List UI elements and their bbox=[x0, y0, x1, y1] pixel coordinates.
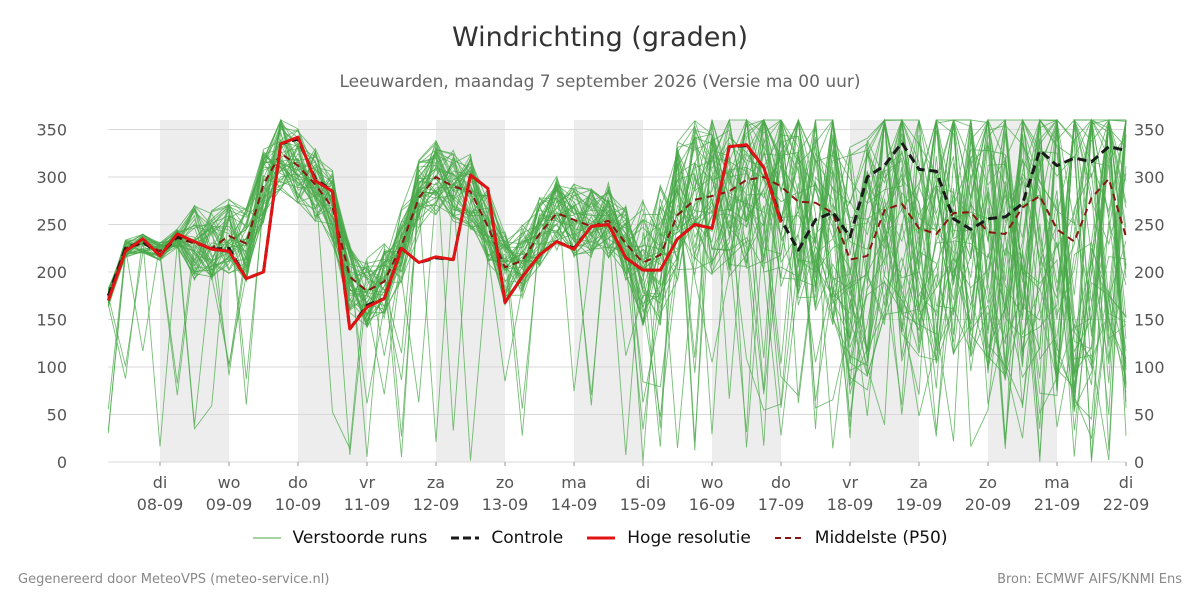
day-band-0 bbox=[160, 120, 229, 462]
x-tick-date-11: 19-09 bbox=[896, 495, 943, 514]
x-tick-date-12: 20-09 bbox=[965, 495, 1012, 514]
legend-item-control: Controle bbox=[451, 528, 563, 548]
x-tick-day-11: za bbox=[910, 473, 928, 492]
legend-swatch-perturbed bbox=[252, 537, 281, 539]
x-tick-day-7: di bbox=[636, 473, 651, 492]
perturbed-run-line bbox=[107, 118, 1127, 405]
x-tick-day-10: vr bbox=[842, 473, 858, 492]
legend-label-median: Middelste (P50) bbox=[814, 528, 948, 548]
y-tick-right-350: 350 bbox=[1134, 121, 1165, 140]
x-tick-day-12: zo bbox=[979, 473, 997, 492]
legend-item-high-res: Hoge resolutie bbox=[587, 528, 751, 548]
legend-swatch-median bbox=[774, 537, 803, 539]
perturbed-run-line bbox=[107, 119, 1127, 462]
y-tick-right-250: 250 bbox=[1134, 216, 1165, 235]
x-tick-date-10: 18-09 bbox=[827, 495, 874, 514]
y-tick-right-300: 300 bbox=[1134, 168, 1165, 187]
y-tick-right-150: 150 bbox=[1134, 311, 1165, 330]
high-res-line bbox=[106, 135, 783, 331]
y-tick-left-150: 150 bbox=[36, 311, 67, 330]
x-tick-day-13: ma bbox=[1044, 473, 1069, 492]
legend-label-perturbed: Verstoorde runs bbox=[292, 528, 428, 548]
y-tick-right-100: 100 bbox=[1134, 358, 1165, 377]
x-tick-date-5: 13-09 bbox=[482, 495, 529, 514]
footer-source: Bron: ECMWF AIFS/KNMI Ens bbox=[997, 572, 1182, 587]
y-tick-right-50: 50 bbox=[1134, 406, 1154, 425]
chart-subtitle: Leeuwarden, maandag 7 september 2026 (Ve… bbox=[339, 72, 861, 92]
footer-generated-by: Gegenereerd door MeteoVPS (meteo-service… bbox=[18, 572, 330, 587]
x-tick-date-6: 14-09 bbox=[551, 495, 598, 514]
y-tick-left-250: 250 bbox=[36, 216, 67, 235]
x-tick-day-9: do bbox=[771, 473, 791, 492]
x-tick-day-4: za bbox=[427, 473, 445, 492]
y-tick-right-0: 0 bbox=[1134, 453, 1144, 472]
chart-legend: Verstoorde runs Controle Hoge resolutie … bbox=[0, 528, 1200, 548]
x-tick-date-1: 09-09 bbox=[206, 495, 253, 514]
perturbed-run-line bbox=[107, 119, 1126, 449]
legend-item-median: Middelste (P50) bbox=[774, 528, 948, 548]
x-tick-day-8: wo bbox=[701, 473, 724, 492]
y-tick-right-200: 200 bbox=[1134, 263, 1165, 282]
y-tick-left-200: 200 bbox=[36, 263, 67, 282]
x-tick-date-4: 12-09 bbox=[413, 495, 460, 514]
legend-swatch-high-res bbox=[587, 536, 616, 540]
x-tick-day-5: zo bbox=[496, 473, 514, 492]
x-tick-day-14: di bbox=[1119, 473, 1134, 492]
legend-label-control: Controle bbox=[491, 528, 564, 548]
x-tick-date-7: 15-09 bbox=[620, 495, 667, 514]
x-tick-day-0: di bbox=[153, 473, 168, 492]
x-tick-date-3: 11-09 bbox=[344, 495, 391, 514]
x-tick-date-2: 10-09 bbox=[275, 495, 322, 514]
perturbed-run-line bbox=[107, 119, 1127, 394]
x-tick-date-14: 22-09 bbox=[1103, 495, 1150, 514]
x-tick-date-13: 21-09 bbox=[1034, 495, 1081, 514]
x-tick-day-3: vr bbox=[359, 473, 375, 492]
y-tick-left-0: 0 bbox=[57, 453, 67, 472]
y-tick-left-350: 350 bbox=[36, 121, 67, 140]
legend-label-high-res: Hoge resolutie bbox=[627, 528, 751, 548]
perturbed-run-line bbox=[107, 118, 1126, 462]
y-tick-left-300: 300 bbox=[36, 168, 67, 187]
y-tick-left-50: 50 bbox=[47, 406, 67, 425]
legend-swatch-control bbox=[451, 536, 480, 540]
x-tick-day-1: wo bbox=[218, 473, 241, 492]
x-tick-day-2: do bbox=[288, 473, 308, 492]
legend-item-perturbed: Verstoorde runs bbox=[252, 528, 428, 548]
x-tick-date-9: 17-09 bbox=[758, 495, 805, 514]
perturbed-run-line bbox=[107, 118, 1127, 449]
y-tick-left-100: 100 bbox=[36, 358, 67, 377]
x-tick-date-0: 08-09 bbox=[137, 495, 184, 514]
x-tick-date-8: 16-09 bbox=[689, 495, 736, 514]
chart-title: Windrichting (graden) bbox=[451, 22, 749, 53]
x-tick-day-6: ma bbox=[561, 473, 586, 492]
